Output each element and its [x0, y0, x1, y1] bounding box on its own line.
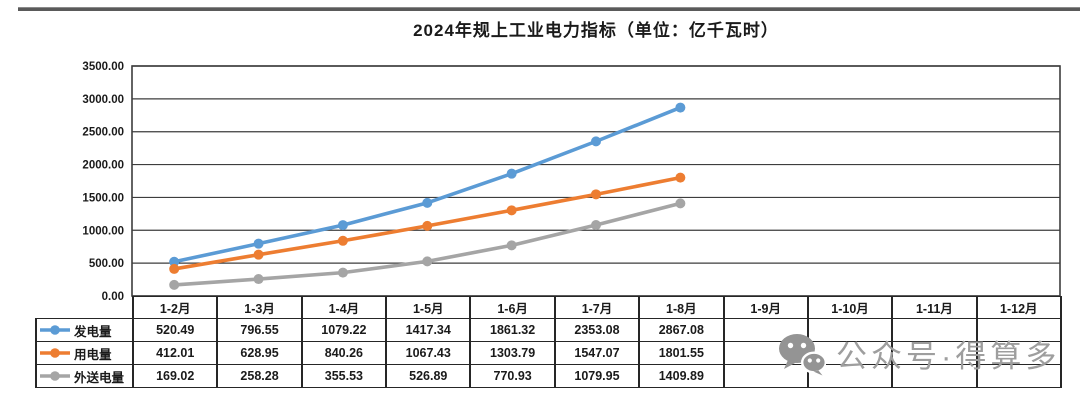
month-column-header: 1-4月 [300, 296, 388, 319]
data-point [591, 136, 601, 147]
legend-label: 发电量 [74, 324, 112, 339]
series-line-0 [172, 105, 683, 264]
y-axis-tick-label: 1000.00 [82, 225, 124, 237]
table-value-cell: 1547.07 [553, 341, 641, 365]
table-value-cell: 520.49 [131, 318, 219, 342]
series-line-2 [172, 201, 683, 287]
table-value-cell: 1067.43 [385, 341, 472, 365]
data-point [591, 220, 601, 231]
table-value-cell [722, 341, 809, 365]
table-value-cell: 1861.32 [469, 318, 556, 342]
table-value-cell [891, 318, 978, 342]
data-point [675, 172, 686, 183]
data-point [337, 267, 348, 278]
table-value-cell: 1801.55 [638, 341, 725, 365]
table-value-cell: 1417.34 [385, 318, 472, 342]
legend-key-icon [40, 325, 70, 335]
table-value-cell: 796.55 [216, 318, 303, 342]
data-point [169, 256, 180, 267]
month-column-header: 1-6月 [469, 296, 556, 319]
table-value-cell: 169.02 [131, 364, 219, 388]
table-value-cell [975, 318, 1062, 342]
data-point [253, 249, 264, 260]
legend-label: 用电量 [74, 347, 112, 362]
month-column-header: 1-2月 [131, 296, 219, 319]
data-point [422, 256, 433, 267]
data-point [506, 168, 517, 179]
table-value-cell: 840.26 [300, 341, 388, 365]
data-point [169, 279, 180, 290]
table-value-cell [806, 318, 894, 342]
table-value-cell: 2353.08 [553, 318, 641, 342]
top-divider [18, 7, 1080, 11]
data-point [253, 274, 264, 285]
month-column-header: 1-8月 [638, 296, 725, 319]
table-row: 用电量 412.01 628.95 840.26 1067.43 1303.79 1547.… [35, 341, 1062, 365]
data-point [169, 263, 180, 274]
table-row: 发电量 520.49 796.55 1079.22 1417.34 1861.32 2353… [35, 318, 1062, 342]
month-column-header: 1-10月 [806, 296, 894, 319]
table-corner-spacer [36, 297, 133, 319]
table-value-cell: 1079.22 [300, 318, 388, 342]
legend-cell: 发电量 [35, 318, 134, 342]
month-column-header: 1-9月 [722, 296, 809, 319]
legend-cell: 外送电量 [35, 364, 134, 388]
legend-key-icon [40, 371, 70, 381]
table-value-cell [891, 364, 978, 388]
table-value-cell: 412.01 [131, 341, 219, 365]
month-column-header: 1-12月 [975, 296, 1062, 319]
table-value-cell: 355.53 [300, 364, 388, 388]
table-value-cell [806, 364, 894, 388]
table-row: 外送电量 169.02 258.28 355.53 526.89 770.93 1079.9… [35, 364, 1062, 388]
data-point [675, 102, 686, 113]
table-value-cell: 770.93 [469, 364, 556, 388]
legend-key-icon [40, 348, 70, 358]
table-value-cell: 258.28 [216, 364, 303, 388]
month-column-header: 1-5月 [385, 296, 472, 319]
table-value-cell: 1303.79 [469, 341, 556, 365]
table-value-cell [722, 364, 809, 388]
y-axis-tick-label: 2500.00 [82, 127, 124, 139]
table-value-cell: 1079.95 [553, 364, 641, 388]
series-line-1 [172, 175, 683, 271]
data-point [506, 240, 517, 251]
data-point [422, 197, 433, 208]
y-axis-tick-label: 500.00 [89, 258, 124, 270]
table-value-cell: 628.95 [216, 341, 303, 365]
y-axis-tick-label: 3500.00 [82, 61, 124, 73]
chart-title: 2024年规上工业电力指标（单位：亿千瓦时） [413, 21, 779, 40]
table-value-cell [806, 341, 894, 365]
data-point [506, 205, 517, 216]
data-point [675, 198, 686, 209]
data-table: 1-2月 1-3月 1-4月 1-5月 1-6月 1-7月 1-8月 1-9月 1-10月 1-1… [35, 296, 1062, 388]
data-point [591, 189, 601, 200]
y-axis-tick-label: 3000.00 [82, 94, 124, 106]
table-value-cell [975, 364, 1062, 388]
table-value-cell [722, 318, 809, 342]
month-column-header: 1-11月 [891, 296, 978, 319]
table-value-cell [891, 341, 978, 365]
month-column-header: 1-3月 [216, 296, 303, 319]
data-point [422, 220, 433, 231]
table-value-cell: 2867.08 [638, 318, 725, 342]
y-axis-tick-label: 1500.00 [82, 192, 124, 204]
y-axis-tick-label: 2000.00 [82, 160, 124, 172]
table-value-cell [975, 341, 1062, 365]
legend-cell: 用电量 [35, 341, 134, 365]
month-column-header: 1-7月 [553, 296, 641, 319]
table-value-cell: 526.89 [385, 364, 472, 388]
data-point [337, 235, 348, 246]
plot-border [131, 65, 1061, 297]
data-point [253, 238, 264, 249]
data-point [337, 220, 348, 231]
legend-label: 外送电量 [74, 370, 125, 385]
table-value-cell: 1409.89 [638, 364, 725, 388]
